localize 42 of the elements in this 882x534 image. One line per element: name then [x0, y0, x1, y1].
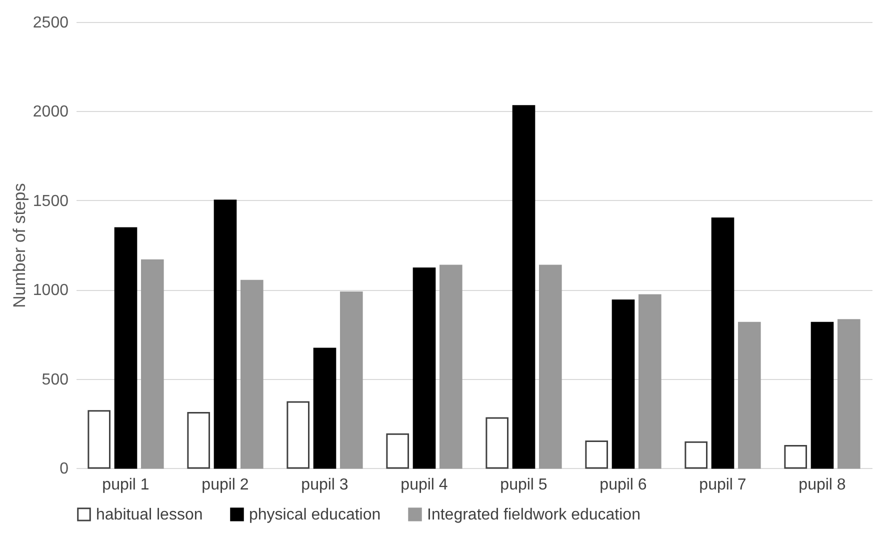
legend-label: Integrated fieldwork education — [427, 506, 640, 524]
x-tick-label: pupil 8 — [798, 476, 846, 494]
bar — [214, 200, 237, 469]
bar — [684, 441, 708, 469]
x-tick-label: pupil 4 — [400, 476, 448, 494]
y-tick-label: 1500 — [32, 192, 69, 210]
bar — [512, 105, 536, 469]
x-tick-label: pupil 5 — [500, 476, 548, 494]
bar — [784, 444, 808, 469]
y-tick-label: 500 — [42, 371, 69, 388]
bar — [386, 433, 410, 469]
bar — [140, 259, 164, 469]
bar — [88, 410, 111, 469]
legend-label: physical education — [249, 506, 381, 524]
bar — [412, 267, 436, 469]
bar — [738, 322, 761, 469]
y-tick-label: 2000 — [32, 104, 69, 121]
y-tick-label: 2500 — [32, 14, 69, 32]
y-tick-label: 0 — [60, 460, 69, 478]
x-tick-label: pupil 1 — [102, 476, 150, 494]
bar — [114, 227, 138, 469]
bar — [439, 264, 462, 469]
bar — [837, 319, 860, 469]
y-tick-label: 1000 — [32, 282, 69, 300]
y-axis-title: Number of steps — [10, 183, 29, 308]
bar — [810, 322, 834, 469]
bar — [585, 440, 608, 469]
bar — [340, 292, 363, 469]
bar — [612, 300, 635, 469]
bar — [711, 217, 734, 469]
x-tick-label: pupil 3 — [301, 476, 348, 494]
x-tick-label: pupil 6 — [600, 476, 647, 494]
x-tick-label: pupil 7 — [699, 476, 746, 494]
legend-label: habitual lesson — [96, 506, 203, 524]
x-tick-label: pupil 2 — [202, 476, 249, 494]
bar — [286, 401, 310, 469]
bar — [638, 294, 662, 469]
bar — [486, 417, 509, 469]
bar — [538, 264, 562, 469]
bar — [240, 280, 264, 469]
bar — [187, 412, 210, 469]
bar — [313, 348, 336, 469]
